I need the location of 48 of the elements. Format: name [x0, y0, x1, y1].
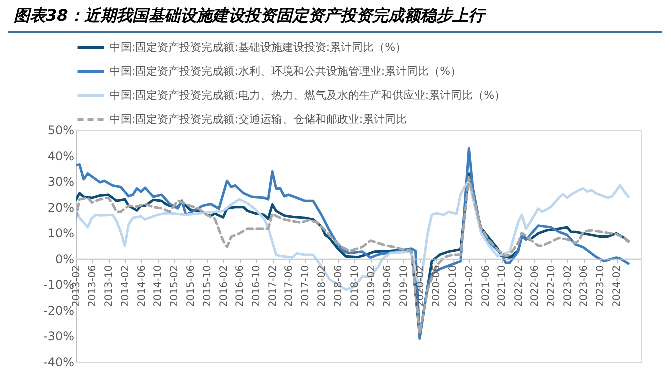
legend-label: 中国:固定资产投资完成额:基础设施建设投资:累计同比（%） — [110, 41, 407, 54]
x-tick-label: 2018-02 — [317, 265, 328, 308]
x-tick-label: 2016-02 — [218, 265, 230, 308]
x-tick-label: 2015-02 — [170, 265, 181, 308]
x-tick-label: 2018-06 — [333, 265, 344, 308]
x-tick-label: 2021-06 — [480, 265, 492, 308]
x-tick-label: 2021-10 — [497, 265, 508, 308]
x-tick-label: 2015-10 — [202, 265, 214, 308]
x-tick-label: 2013-02 — [72, 265, 82, 308]
y-tick-label: 20% — [48, 200, 74, 215]
x-tick-label: 2016-06 — [235, 265, 246, 308]
x-tick-label: 2023-10 — [595, 265, 606, 308]
x-tick-label: 2022-02 — [514, 265, 525, 308]
x-tick-label: 2015-06 — [186, 265, 197, 308]
x-tick-label: 2021-02 — [464, 265, 476, 308]
x-tick-label: 2020-10 — [448, 265, 460, 308]
y-tick-label: 50% — [48, 124, 74, 138]
x-tick-label: 2018-10 — [350, 265, 361, 308]
x-tick-label: 2019-06 — [382, 265, 394, 308]
x-tick-label: 2023-06 — [579, 265, 590, 308]
x-tick-label: 2023-02 — [562, 265, 574, 308]
y-tick-label: -20% — [43, 304, 74, 318]
y-tick-label: -30% — [43, 330, 74, 344]
x-tick-label: 2017-10 — [300, 265, 312, 308]
legend-label: 中国:固定资产投资完成额:交通运输、仓储和邮政业:累计同比 — [110, 113, 408, 126]
x-tick-label: 2024-02 — [612, 265, 624, 308]
y-tick-label: 30% — [48, 175, 74, 190]
y-tick-label: 40% — [48, 149, 74, 164]
y-tick-label: 10% — [48, 226, 74, 241]
legend-label: 中国:固定资产投资完成额:电力、热力、燃气及水的生产和供应业:累计同比（%） — [110, 89, 506, 102]
y-tick-label: -40% — [43, 356, 74, 370]
x-tick-label: 2014-02 — [120, 265, 132, 308]
x-tick-label: 2014-10 — [153, 265, 164, 308]
x-tick-label: 2020-02 — [415, 265, 426, 308]
chart-title: 图表38：近期我国基础设施建设投资固定资产投资完成额稳步上行 — [8, 4, 662, 33]
x-tick-label: 2013-06 — [88, 265, 99, 308]
x-tick-label: 2017-02 — [268, 265, 280, 308]
x-tick-label: 2022-10 — [546, 265, 558, 308]
x-tick-label: 2019-02 — [366, 265, 378, 308]
x-tick-label: 2017-06 — [284, 265, 296, 308]
y-tick-label: 0% — [55, 252, 74, 266]
x-tick-label: 2022-06 — [530, 265, 541, 308]
x-tick-label: 2020-06 — [432, 265, 443, 308]
x-tick-label: 2016-10 — [252, 265, 263, 308]
legend-label: 中国:固定资产投资完成额:水利、环境和公共设施管理业:累计同比（%） — [110, 65, 462, 78]
x-tick-label: 2019-10 — [398, 265, 410, 308]
x-tick-label: 2013-10 — [104, 265, 116, 308]
x-tick-label: 2014-06 — [136, 265, 148, 308]
